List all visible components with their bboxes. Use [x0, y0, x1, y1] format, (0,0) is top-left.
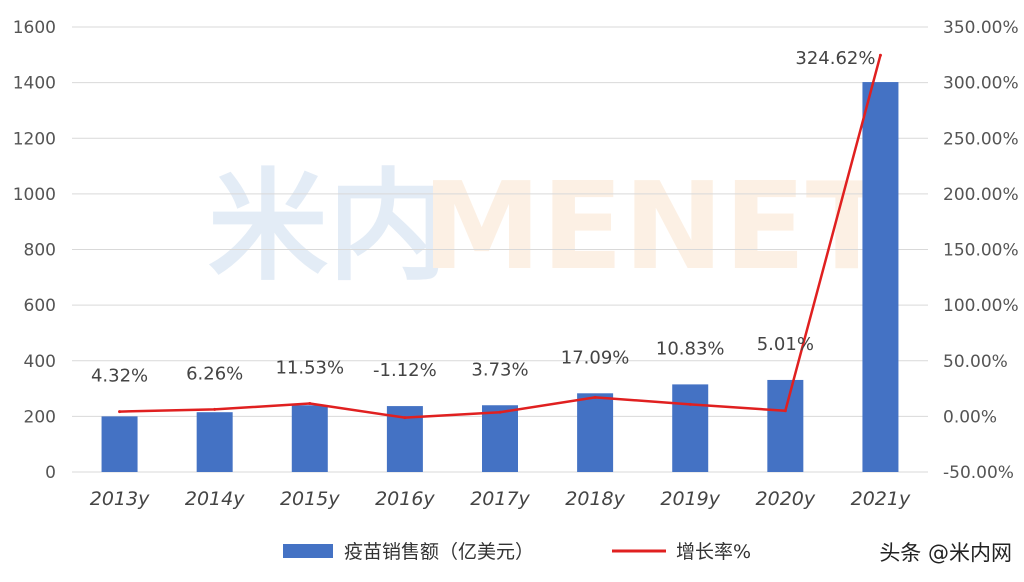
x-tick-label: 2021y	[851, 488, 911, 510]
legend-bar-swatch	[283, 544, 333, 558]
watermark-prefix: 米内	[208, 158, 448, 297]
line-point	[403, 416, 407, 420]
data-label: 4.32%	[91, 366, 148, 387]
line-point	[118, 410, 122, 414]
data-label: 6.26%	[186, 363, 243, 384]
y-left-tick-label: 1600	[13, 18, 56, 38]
x-tick-label: 2014y	[185, 488, 245, 510]
data-label: 10.83%	[656, 338, 725, 359]
x-axis: 2013y 2014y 2015y 2016y 2017y 2018y 2019y 2020y…	[90, 488, 911, 510]
legend-line-label: 增长率%	[676, 541, 751, 563]
y-axis-left: 0 200 400 600 800 1000 1200 1400 1600	[13, 18, 56, 483]
y-left-tick-label: 200	[24, 407, 56, 427]
x-tick-label: 2018y	[565, 488, 625, 510]
y-left-tick-label: 800	[24, 241, 56, 261]
legend: 疫苗销售额（亿美元） 增长率%	[283, 541, 751, 563]
y-left-tick-label: 1200	[13, 129, 56, 149]
x-tick-label: 2019y	[660, 488, 720, 510]
y-left-tick-label: 1000	[13, 185, 56, 205]
bar	[482, 405, 518, 472]
y-axis-right: -50.00% 0.00% 50.00% 100.00% 150.00% 200.00% 2…	[943, 18, 1019, 483]
data-label: 324.62%	[795, 48, 875, 69]
bar-series	[101, 82, 899, 472]
y-right-tick-label: 0.00%	[943, 407, 997, 427]
x-tick-label: 2015y	[280, 488, 340, 510]
y-left-tick-label: 600	[24, 296, 56, 316]
line-point	[593, 395, 597, 399]
y-left-tick-label: 1400	[13, 74, 56, 94]
line-point	[783, 409, 787, 413]
x-tick-label: 2016y	[375, 488, 435, 510]
legend-bar-label: 疫苗销售额（亿美元）	[344, 541, 534, 563]
bar	[196, 412, 233, 472]
x-tick-label: 2017y	[470, 488, 530, 510]
credit-text: 头条 @米内网	[879, 541, 1012, 565]
y-right-tick-label: 50.00%	[943, 352, 1008, 372]
y-left-tick-label: 0	[45, 463, 56, 483]
bar	[577, 393, 614, 472]
line-point	[308, 402, 312, 406]
data-label: 3.73%	[471, 359, 528, 380]
x-tick-label: 2020y	[756, 488, 816, 510]
data-label: -1.12%	[373, 360, 437, 381]
x-tick-label: 2013y	[90, 488, 150, 510]
bar	[101, 416, 138, 472]
bar	[767, 379, 804, 472]
bar	[862, 82, 899, 472]
y-right-tick-label: 100.00%	[943, 296, 1019, 316]
y-right-tick-label: 350.00%	[943, 18, 1019, 38]
watermark-suffix: MENET	[422, 158, 888, 297]
bar	[291, 405, 328, 472]
y-left-tick-label: 400	[24, 352, 56, 372]
y-right-tick-label: 200.00%	[943, 185, 1019, 205]
bar	[672, 384, 709, 472]
line-point	[688, 402, 692, 406]
data-label: 5.01%	[757, 334, 814, 355]
line-point	[213, 407, 217, 411]
data-label: 17.09%	[561, 347, 630, 368]
y-right-tick-label: 150.00%	[943, 241, 1019, 261]
line-series: 4.32% 6.26% 11.53% -1.12% 3.73% 17.09% 10.83% 5…	[91, 48, 882, 420]
y-right-tick-label: 300.00%	[943, 74, 1019, 94]
y-right-tick-label: 250.00%	[943, 129, 1019, 149]
line-point	[498, 410, 502, 414]
watermark: 米内 MENET	[208, 158, 888, 297]
line-point	[878, 53, 882, 57]
y-right-tick-label: -50.00%	[943, 463, 1014, 483]
data-label: 11.53%	[275, 358, 344, 379]
